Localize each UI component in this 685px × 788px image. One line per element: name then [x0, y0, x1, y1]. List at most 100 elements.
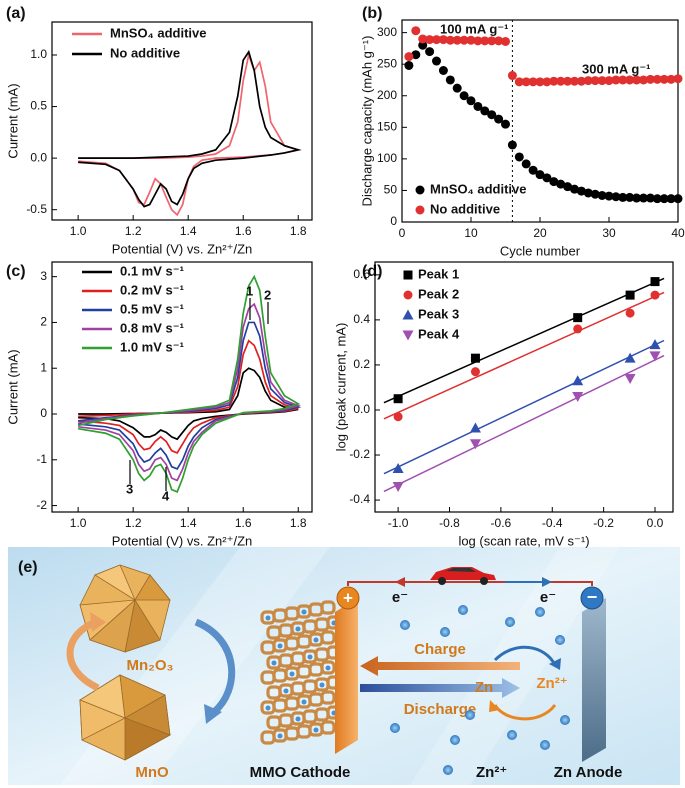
marker — [469, 439, 481, 450]
lattice-ion — [325, 665, 331, 671]
marker — [473, 36, 483, 46]
marker — [590, 189, 600, 199]
marker — [425, 47, 435, 57]
fit-line — [383, 354, 665, 493]
marker — [572, 391, 584, 402]
marker — [514, 152, 524, 162]
legend-label: MnSO₄ additive — [430, 181, 526, 196]
marker — [666, 194, 676, 204]
marker — [604, 191, 614, 201]
y-tick-label: -0.4 — [349, 492, 370, 506]
ion-legend-label: Zn²⁺ — [476, 764, 507, 781]
x-axis-title: log (scan rate, mV s⁻¹) — [458, 533, 589, 548]
panel-label: (e) — [18, 559, 38, 576]
lattice-ion — [313, 637, 319, 643]
lattice-node — [320, 690, 336, 705]
x-axis-title: Potential (V) vs. Zn²⁺/Zn — [112, 533, 253, 548]
fit-line — [383, 339, 665, 475]
marker — [469, 422, 481, 433]
marker — [618, 192, 628, 202]
arrow-head — [204, 704, 222, 724]
annotation: 4 — [162, 488, 170, 503]
marker — [666, 74, 676, 84]
marker — [570, 184, 579, 194]
marker — [649, 351, 661, 362]
marker — [597, 190, 607, 200]
marker — [590, 76, 600, 86]
y-tick-label: 50 — [384, 183, 398, 197]
schematic: (e) Mn₂O₃ MnO e⁻ — [8, 547, 680, 785]
marker — [432, 56, 441, 66]
marker — [556, 179, 566, 189]
marker — [432, 35, 441, 45]
x-axis-title: Potential (V) vs. Zn²⁺/Zn — [112, 241, 253, 256]
lattice-node — [320, 600, 336, 615]
marker — [625, 192, 635, 202]
discharge-label: Discharge — [404, 701, 477, 718]
legend-label: Peak 2 — [418, 286, 459, 301]
annotation: 1 — [246, 283, 253, 298]
legend-label: Peak 1 — [418, 266, 459, 281]
marker — [393, 412, 403, 422]
lattice-ion — [307, 654, 313, 660]
marker — [521, 77, 531, 87]
marker — [583, 188, 593, 198]
y-tick-label: 0 — [390, 214, 397, 228]
marker — [470, 367, 480, 377]
marker — [418, 40, 428, 50]
marker — [514, 77, 524, 87]
marker — [659, 194, 669, 204]
marker — [494, 36, 504, 46]
marker — [438, 35, 448, 45]
y-axis-title: Current (mA) — [5, 83, 20, 158]
marker — [466, 96, 476, 106]
legend-label: MnSO₄ additive — [110, 25, 206, 40]
y-tick-label: 0.0 — [353, 402, 370, 416]
x-tick-label: 30 — [602, 226, 616, 240]
y-tick-label: 1 — [40, 360, 47, 374]
marker — [487, 110, 497, 120]
x-tick-label: 1.6 — [235, 516, 252, 530]
y-tick-label: 0 — [40, 406, 47, 420]
panel-label: (c) — [6, 263, 26, 280]
cathode-plate — [335, 598, 358, 754]
y-axis-title: Discharge capacity (mAh g⁻¹) — [359, 36, 374, 207]
marker — [459, 91, 469, 101]
charts: (a) 1.0 1.2 1.4 1.6 1.8 -0.5 0.0 0.5 1.0 Potential… — [5, 5, 685, 548]
lattice-ion — [301, 609, 307, 615]
x-tick-label: 1.8 — [290, 224, 307, 238]
cathode-label: MMO Cathode — [250, 764, 351, 781]
marker — [415, 205, 425, 215]
mno-label: MnO — [135, 764, 169, 781]
marker — [570, 76, 579, 86]
marker — [563, 182, 573, 192]
reduction-arrow — [66, 618, 100, 692]
chart: (b) 0 10 20 30 40 0 50 100 150 200 250 300 Cycle numb… — [359, 5, 685, 258]
marker — [549, 76, 559, 86]
x-tick-label: 1.6 — [235, 224, 252, 238]
plot-frame — [51, 21, 313, 221]
series-line — [77, 274, 301, 493]
marker — [392, 463, 404, 474]
lattice-ion — [265, 615, 271, 621]
anode-label: Zn Anode — [554, 764, 623, 781]
lattice-ion — [295, 716, 301, 722]
legend-label: 0.2 mV s⁻¹ — [120, 282, 184, 297]
fit-line — [383, 277, 665, 404]
panel-label: (d) — [362, 263, 382, 280]
annotation: 100 mA g⁻¹ — [440, 21, 509, 36]
marker — [639, 75, 648, 85]
series-line — [78, 321, 302, 471]
y-tick-label: -0.2 — [349, 447, 370, 461]
series-line — [78, 51, 302, 217]
lattice-ion — [277, 733, 283, 739]
marker — [625, 75, 635, 85]
marker — [480, 36, 490, 46]
x-axis-title: Cycle number — [500, 243, 581, 258]
x-tick-label: -1.0 — [388, 516, 409, 530]
legend-label: 0.8 mV s⁻¹ — [120, 320, 184, 335]
lattice-ion — [295, 626, 301, 632]
marker — [507, 71, 517, 81]
marker — [425, 35, 435, 45]
car-icon — [430, 567, 496, 585]
